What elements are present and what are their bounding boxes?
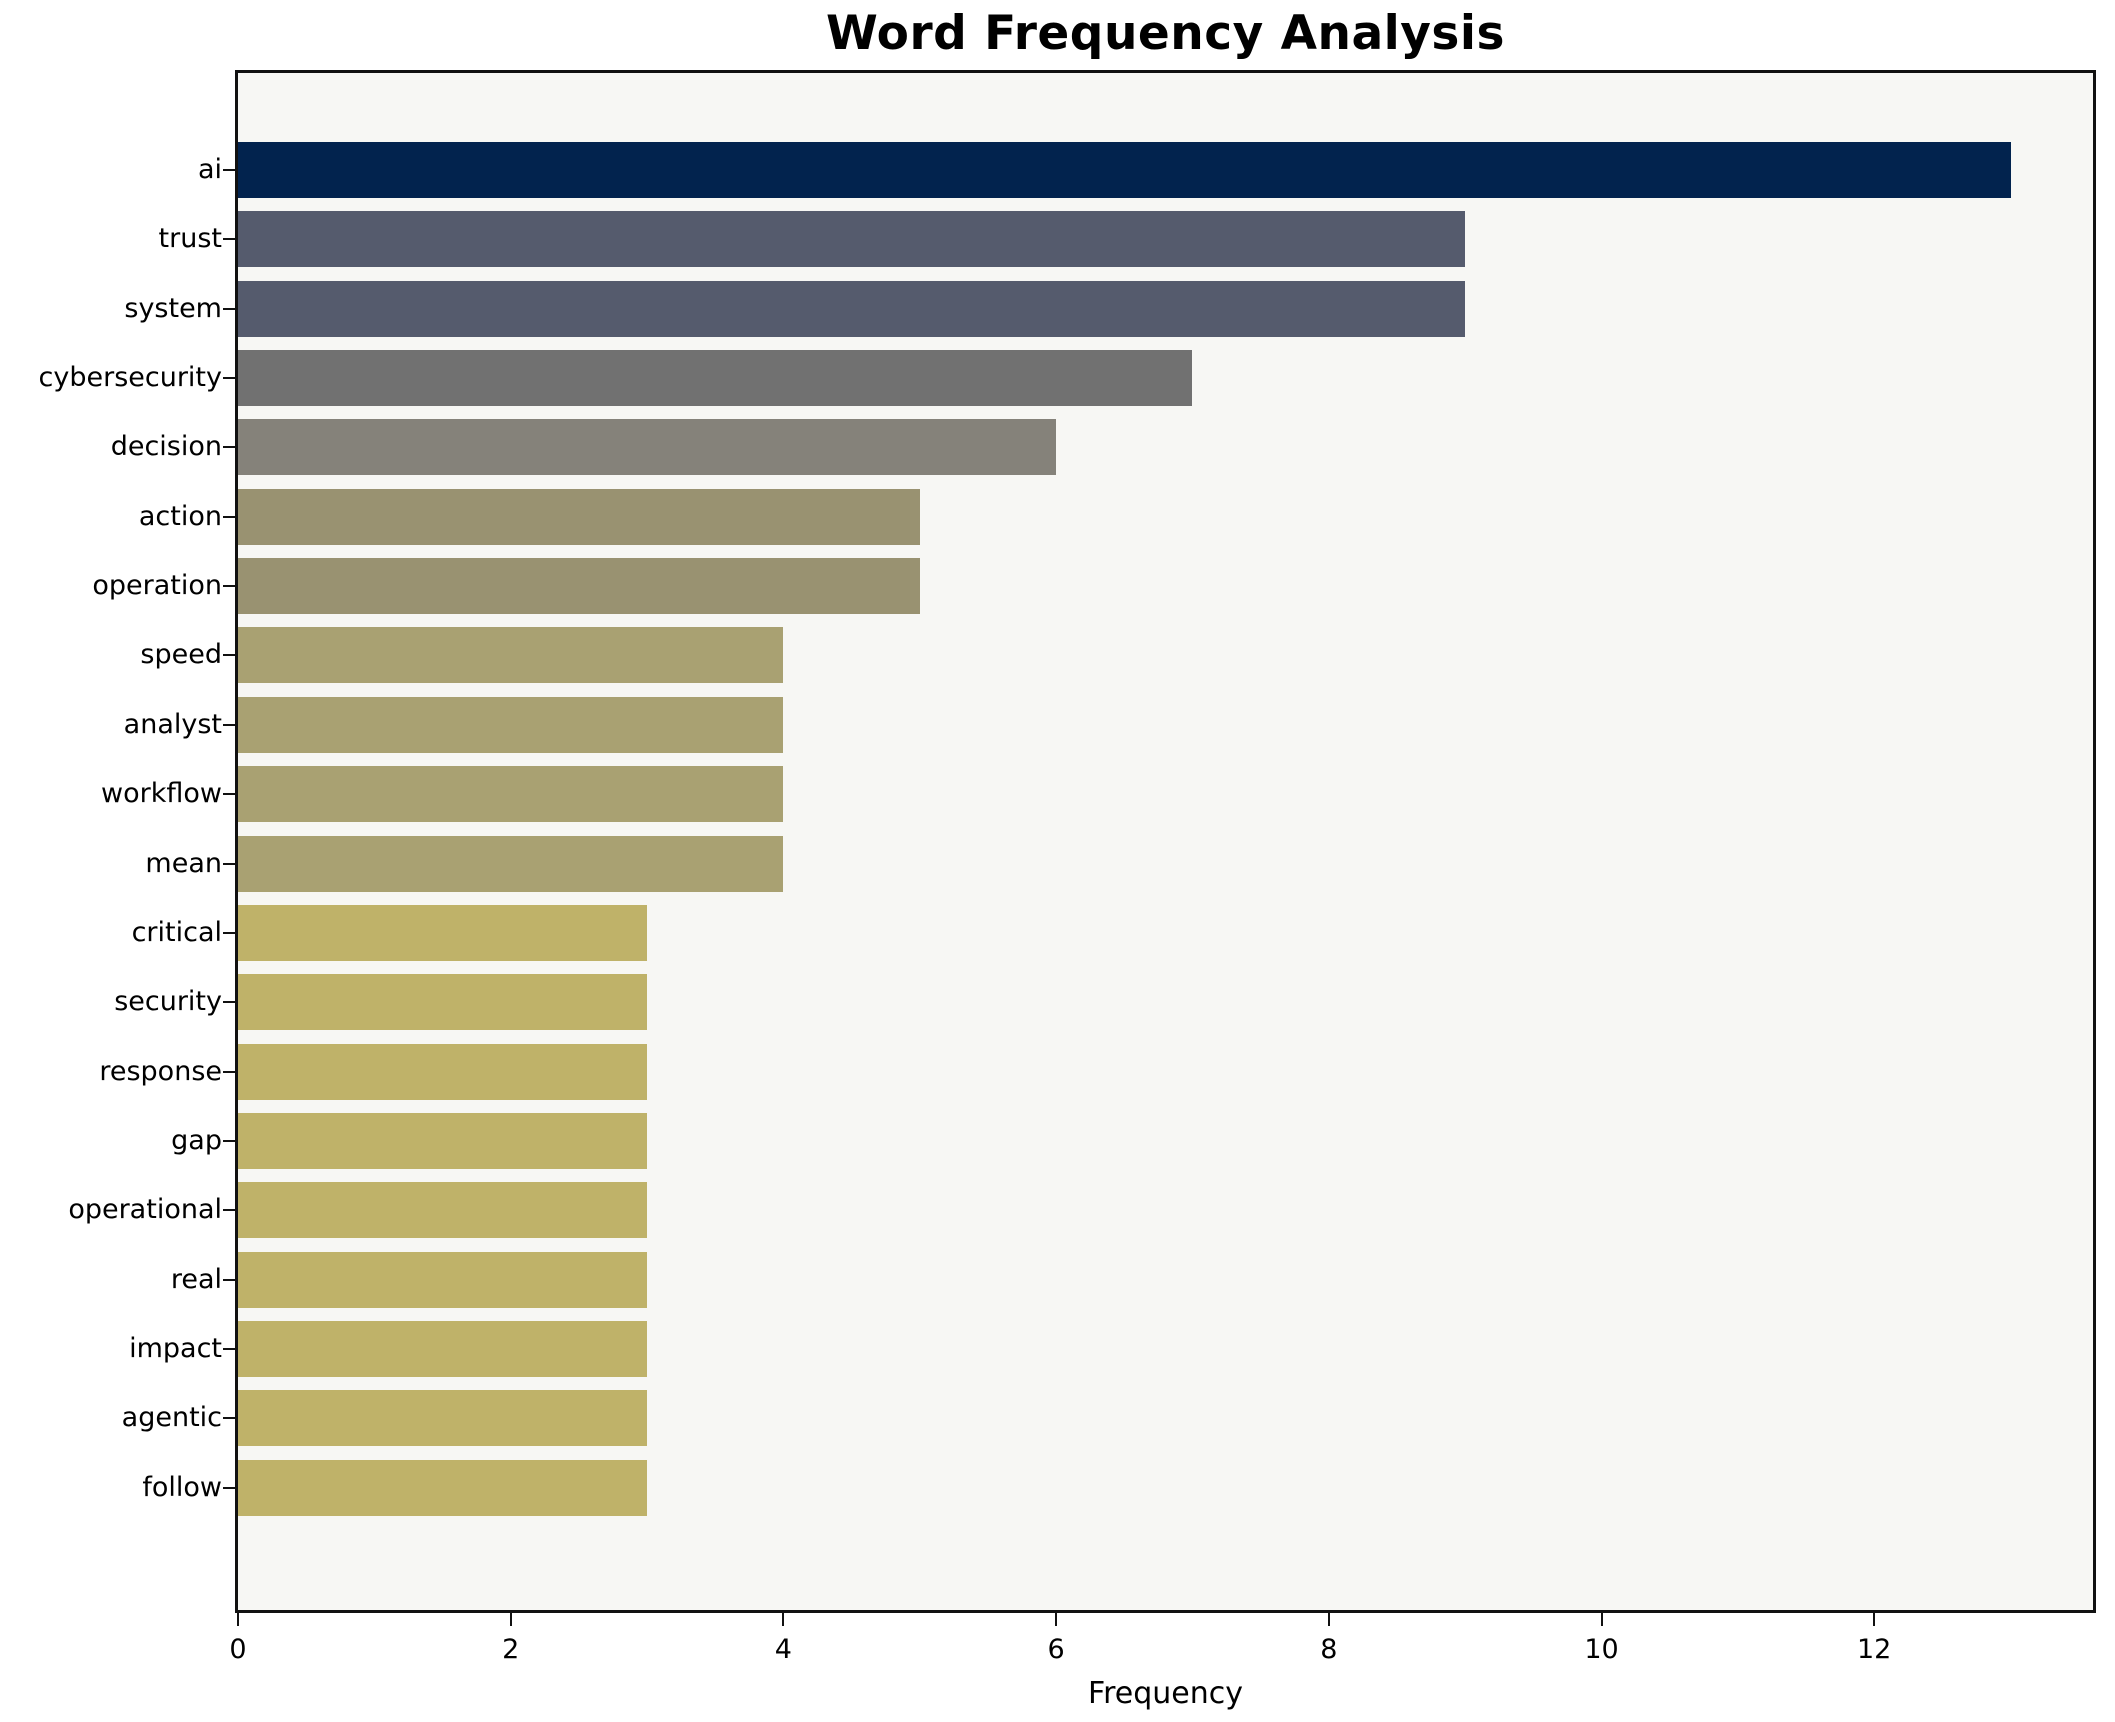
bar-follow [238, 1459, 648, 1516]
bar-security [238, 974, 648, 1031]
y-axis-label-operational: operational [68, 1194, 222, 1226]
y-axis-label-cybersecurity: cybersecurity [38, 362, 222, 394]
y-axis-tickmark [223, 1486, 235, 1489]
y-axis-tickmark [223, 793, 235, 796]
y-axis-tickmark [223, 931, 235, 934]
y-axis-label-real: real [170, 1263, 222, 1295]
bar-mean [238, 835, 784, 892]
x-axis-tickmark [237, 1613, 239, 1626]
y-axis-tickmark [223, 1347, 235, 1350]
chart-title: Word Frequency Analysis [826, 6, 1505, 61]
bar-critical [238, 904, 648, 961]
x-axis-tick-label-12: 12 [1857, 1634, 1892, 1665]
bar-gap [238, 1112, 648, 1169]
y-axis-tickmark [223, 1070, 235, 1073]
x-axis-tick-label-10: 10 [1584, 1634, 1619, 1665]
y-axis-tickmark [223, 307, 235, 310]
bar-ai [238, 142, 2011, 198]
bar-system [238, 280, 1466, 337]
y-axis-tickmark [223, 515, 235, 518]
y-axis-label-agentic: agentic [121, 1402, 222, 1434]
x-axis-label: Frequency [1088, 1676, 1243, 1711]
y-axis-label-follow: follow [142, 1471, 222, 1503]
y-axis-label-action: action [138, 500, 222, 532]
y-axis-label-critical: critical [131, 916, 222, 948]
x-axis-tickmark [509, 1613, 512, 1626]
y-axis-label-impact: impact [129, 1332, 222, 1364]
x-axis-tick-label-6: 6 [1047, 1634, 1065, 1665]
x-axis-tick-label-8: 8 [1320, 1634, 1338, 1665]
y-axis-label-response: response [99, 1055, 222, 1087]
y-axis-tickmark [223, 1417, 235, 1420]
y-axis-label-speed: speed [140, 639, 222, 671]
bar-action [238, 488, 920, 545]
plot-area [235, 70, 2096, 1613]
bar-impact [238, 1320, 648, 1377]
y-axis-label-operation: operation [92, 570, 222, 602]
x-axis-tick-label-4: 4 [774, 1634, 792, 1665]
y-axis-label-security: security [114, 986, 222, 1018]
x-axis-tick-label-0: 0 [229, 1634, 247, 1665]
bar-speed [238, 627, 784, 684]
y-axis-tickmark [223, 1278, 235, 1281]
bar-response [238, 1043, 648, 1100]
x-axis-tickmark [1055, 1613, 1058, 1626]
y-axis-label-ai: ai [197, 154, 222, 185]
y-axis-label-system: system [124, 292, 222, 324]
bar-operation [238, 558, 920, 615]
y-axis-label-gap: gap [171, 1124, 222, 1156]
y-axis-tickmark [223, 238, 235, 241]
y-axis-tickmark [223, 723, 235, 726]
x-axis-tickmark [1600, 1613, 1603, 1626]
x-axis-tick-label-2: 2 [502, 1634, 520, 1665]
bar-analyst [238, 696, 784, 753]
y-axis-label-decision: decision [110, 431, 222, 463]
y-axis-tickmark [223, 1001, 235, 1004]
bar-cybersecurity [238, 350, 1193, 407]
y-axis-tickmark [223, 1139, 235, 1142]
y-axis-tickmark [223, 377, 235, 380]
x-axis-tickmark [782, 1613, 785, 1626]
y-axis-label-mean: mean [145, 847, 222, 879]
bar-decision [238, 419, 1057, 476]
bar-operational [238, 1182, 648, 1239]
x-axis-tickmark [1873, 1613, 1876, 1626]
y-axis-label-workflow: workflow [101, 778, 222, 810]
bar-agentic [238, 1390, 648, 1447]
y-axis-tickmark [223, 1209, 235, 1212]
x-axis-tickmark [1327, 1613, 1330, 1626]
y-axis-tickmark [223, 446, 235, 449]
y-axis-tickmark [223, 169, 235, 171]
bar-real [238, 1251, 648, 1308]
y-axis-label-trust: trust [158, 223, 222, 255]
bar-trust [238, 211, 1466, 268]
y-axis-label-analyst: analyst [123, 708, 222, 740]
y-axis-tickmark [223, 862, 235, 865]
y-axis-tickmark [223, 585, 235, 588]
bar-workflow [238, 766, 784, 823]
y-axis-tickmark [223, 654, 235, 657]
